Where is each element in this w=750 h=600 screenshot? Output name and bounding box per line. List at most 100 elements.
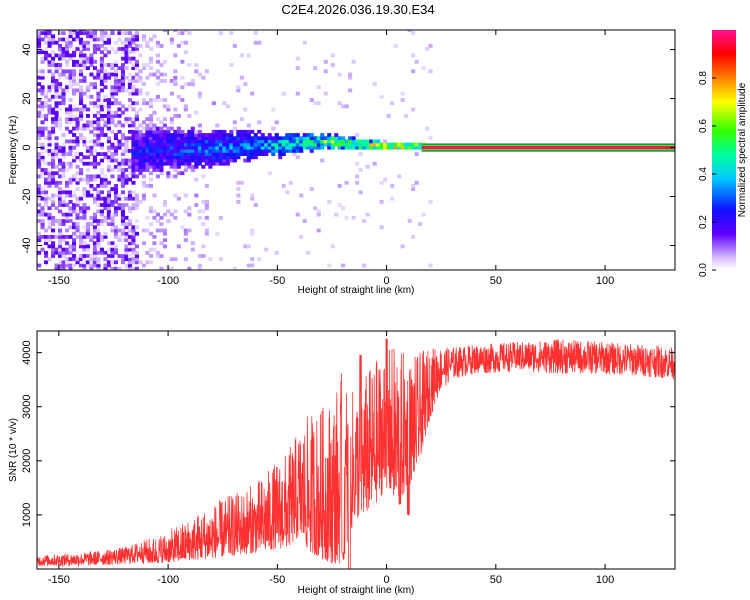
heatmap-cell xyxy=(117,31,122,35)
heatmap-cell xyxy=(127,123,132,128)
heatmap-cell xyxy=(47,225,52,230)
heatmap-cell xyxy=(106,164,111,169)
heatmap-cell xyxy=(190,79,195,83)
heatmap-cell xyxy=(183,145,188,150)
heatmap-cell xyxy=(138,88,143,93)
heatmap-cell xyxy=(127,257,132,262)
heatmap-cell xyxy=(166,158,171,163)
heatmap-cell xyxy=(197,94,202,99)
heatmap-cell xyxy=(411,31,416,35)
heatmap-cell xyxy=(187,152,192,156)
heatmap-cell xyxy=(40,142,45,147)
heatmap-cell xyxy=(250,145,255,150)
heatmap-cell xyxy=(85,206,90,211)
heatmap-cell xyxy=(99,196,104,201)
heatmap-cell xyxy=(127,219,132,223)
heatmap-cell xyxy=(51,79,56,83)
heatmap-cell xyxy=(201,133,206,137)
heatmap-cell xyxy=(159,126,164,131)
heatmap-cell xyxy=(82,104,87,109)
heatmap-cell xyxy=(51,164,56,169)
heatmap-cell xyxy=(72,139,77,144)
heatmap-cell xyxy=(61,47,66,51)
heatmap-cell xyxy=(79,59,84,64)
heatmap-cell xyxy=(341,104,346,109)
heatmap-cell xyxy=(79,31,84,35)
heatmap-cell xyxy=(40,101,45,106)
heatmap-cell xyxy=(176,152,181,156)
heatmap-cell xyxy=(183,136,188,141)
heatmap-cell xyxy=(44,114,49,118)
heatmap-cell xyxy=(418,222,423,226)
heatmap-cell xyxy=(72,257,77,262)
heatmap-cell xyxy=(138,129,143,134)
heatmap-cell xyxy=(208,164,213,169)
heatmap-cell xyxy=(85,145,90,150)
heatmap-cell xyxy=(110,120,115,125)
heatmap-cell xyxy=(390,196,395,201)
heatmap-cell xyxy=(127,44,132,48)
heatmap-cell xyxy=(79,114,84,118)
heatmap-cell xyxy=(51,200,56,204)
heatmap-cell xyxy=(302,145,307,150)
heatmap-cell xyxy=(208,145,213,150)
heatmap-cell xyxy=(65,47,70,51)
heatmap-cell xyxy=(47,37,52,42)
heatmap-cell xyxy=(96,209,101,214)
heatmap-cell xyxy=(44,50,49,55)
heatmap-cell xyxy=(89,123,94,128)
heatmap-cell xyxy=(54,235,59,239)
heatmap-cell xyxy=(145,133,150,137)
heatmap-cell xyxy=(61,247,66,252)
heatmap-cell xyxy=(79,206,84,211)
heatmap-cell xyxy=(264,149,269,153)
heatmap-cell xyxy=(58,244,63,249)
heatmap-cell xyxy=(79,177,84,182)
heatmap-cell xyxy=(44,31,49,35)
heatmap-cell xyxy=(250,149,255,153)
heatmap-cell xyxy=(117,47,122,51)
heatmap-cell xyxy=(131,123,136,128)
heatmap-cell xyxy=(379,180,384,185)
heatmap-cell xyxy=(79,231,84,236)
heatmap-cell xyxy=(82,123,87,128)
heatmap-cell xyxy=(113,85,118,90)
heatmap-cell xyxy=(51,250,56,255)
heatmap-cell xyxy=(65,44,70,48)
heatmap-cell xyxy=(253,142,258,147)
heatmap-cell xyxy=(222,152,227,156)
heatmap-cell xyxy=(183,193,188,198)
heatmap-cell xyxy=(110,88,115,93)
heatmap-cell xyxy=(58,107,63,112)
heatmap-cell xyxy=(117,145,122,150)
heatmap-cell xyxy=(162,152,167,156)
heatmap-cell xyxy=(316,142,321,147)
heatmap-cell xyxy=(155,161,160,166)
heatmap-cell xyxy=(51,180,56,185)
heatmap-cell xyxy=(92,104,97,109)
heatmap-cell xyxy=(127,136,132,141)
heatmap-cell xyxy=(54,114,59,118)
heatmap-cell xyxy=(355,142,360,147)
heatmap-cell xyxy=(250,136,255,141)
heatmap-cell xyxy=(61,37,66,42)
heatmap-cell xyxy=(47,85,52,90)
heatmap-cell xyxy=(407,142,412,147)
heatmap-cell xyxy=(61,266,66,270)
heatmap-cell xyxy=(131,247,136,252)
heatmap-cell xyxy=(148,247,153,252)
colorbar-tick-label: 0.8 xyxy=(698,71,709,85)
heatmap-cell xyxy=(113,136,118,141)
heatmap-cell xyxy=(65,260,70,265)
heatmap-cell xyxy=(173,82,178,86)
heatmap-cell xyxy=(131,149,136,153)
heatmap-cell xyxy=(239,136,244,141)
heatmap-cell xyxy=(44,241,49,246)
heatmap-cell xyxy=(173,69,178,74)
heatmap-cell xyxy=(96,72,101,77)
heatmap-cell xyxy=(215,142,220,147)
heatmap-cell xyxy=(257,129,262,134)
heatmap-cell xyxy=(131,164,136,169)
heatmap-cell xyxy=(232,152,237,156)
